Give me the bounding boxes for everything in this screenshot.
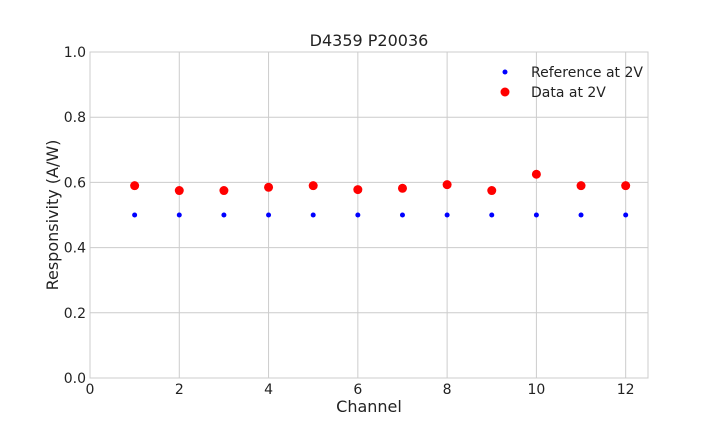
- legend-marker: [502, 69, 508, 75]
- reference-point: [533, 212, 539, 218]
- y-tick-label: 0.2: [64, 306, 86, 322]
- data-point: [397, 183, 407, 193]
- y-tick-label: 0.8: [64, 110, 86, 126]
- legend-label: Data at 2V: [531, 85, 606, 101]
- data-point: [576, 181, 586, 191]
- reference-point: [444, 212, 450, 218]
- reference-point: [132, 212, 138, 218]
- data-point: [308, 181, 318, 191]
- x-tick-label: 10: [527, 382, 545, 398]
- reference-point: [578, 212, 584, 218]
- data-point: [621, 181, 631, 191]
- x-axis-label: Channel: [336, 397, 402, 416]
- x-tick-label: 4: [264, 382, 273, 398]
- y-tick-label: 1.0: [64, 45, 86, 61]
- y-tick-labels: 0.0 0.2 0.4 0.6 0.8 1.0: [64, 45, 86, 387]
- reference-point: [221, 212, 227, 218]
- reference-point: [355, 212, 361, 218]
- reference-point: [489, 212, 495, 218]
- legend: Reference at 2V Data at 2V: [500, 65, 643, 101]
- x-tick-labels: 0 2 4 6 8 10 12: [86, 382, 635, 398]
- x-tick-label: 0: [86, 382, 95, 398]
- x-tick-label: 2: [175, 382, 184, 398]
- x-tick-label: 12: [617, 382, 635, 398]
- data-point: [219, 186, 229, 196]
- legend-label: Reference at 2V: [531, 65, 643, 81]
- y-tick-label: 0.0: [64, 371, 86, 387]
- reference-point: [266, 212, 272, 218]
- reference-point: [623, 212, 629, 218]
- data-point: [130, 181, 140, 191]
- reference-point: [176, 212, 182, 218]
- x-tick-label: 8: [443, 382, 452, 398]
- data-point: [442, 180, 452, 190]
- data-points: [130, 169, 631, 218]
- data-point: [531, 169, 541, 179]
- reference-point: [310, 212, 316, 218]
- data-point: [353, 185, 363, 195]
- x-tick-label: 6: [353, 382, 362, 398]
- y-tick-label: 0.6: [64, 175, 86, 191]
- plot-frame: [89, 51, 649, 379]
- data-point: [487, 186, 497, 196]
- chart-title: D4359 P20036: [310, 31, 429, 50]
- y-tick-label: 0.4: [64, 241, 86, 257]
- legend-marker: [500, 87, 510, 97]
- data-point: [174, 186, 184, 196]
- y-axis-label: Responsivity (A/W): [43, 140, 62, 291]
- reference-point: [399, 212, 405, 218]
- data-point: [264, 182, 274, 192]
